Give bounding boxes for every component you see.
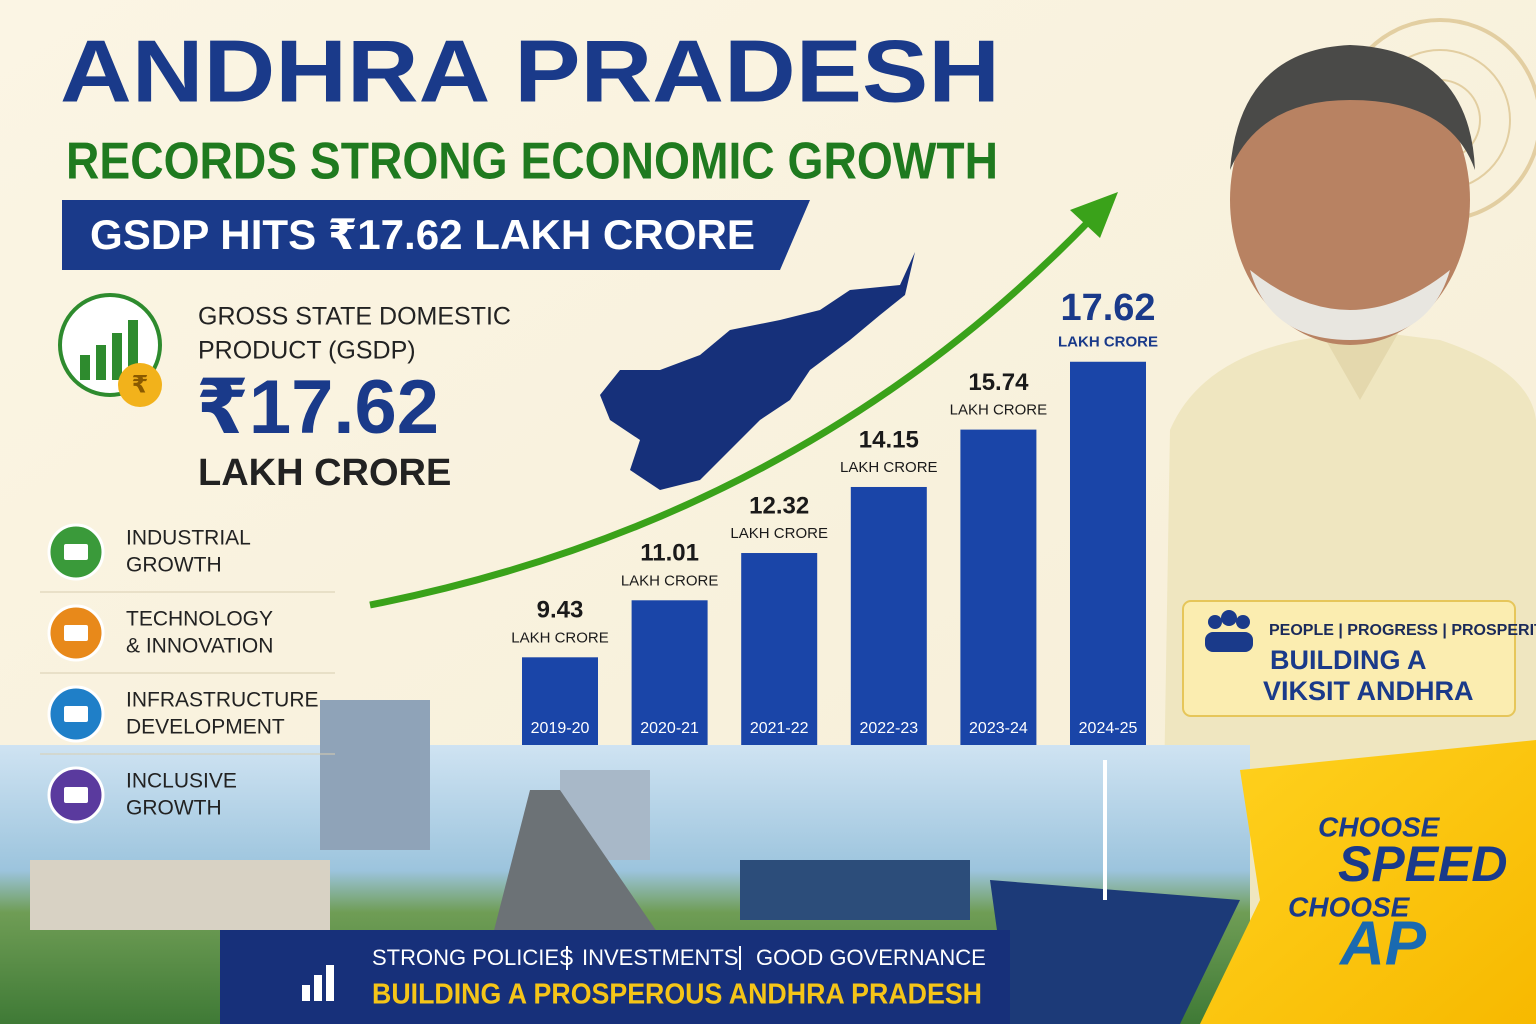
feature-label: INDUSTRIAL [126,527,251,550]
feature-glyph [64,706,88,722]
gsdp-label: GROSS STATE DOMESTIC [198,303,511,331]
value-label: 17.62 [1060,287,1155,329]
bar [741,553,818,745]
bar [631,600,708,745]
value-unit: LAKH CRORE [1058,334,1158,351]
value-unit: LAKH CRORE [950,402,1048,419]
tagline-line: VIKSIT ANDHRA [1263,676,1474,706]
feature-label: GROWTH [126,554,222,577]
value-unit: LAKH CRORE [511,629,609,646]
banner-icon [302,965,334,1001]
x-tick-label: 2021-22 [750,720,809,737]
banner-item: STRONG POLICIES [372,945,574,970]
bottom-banner [220,930,1010,1024]
x-tick-label: 2024-25 [1079,720,1138,737]
bar [960,429,1037,745]
feature-label: DEVELOPMENT [126,716,285,739]
value-unit: LAKH CRORE [621,572,719,589]
x-tick-label: 2023-24 [969,720,1028,737]
gsdp-label: PRODUCT (GSDP) [198,337,416,365]
x-tick-label: 2019-20 [531,720,590,737]
subtitle: RECORDS STRONG ECONOMIC GROWTH [66,133,998,191]
banner-item: GOOD GOVERNANCE [756,945,986,970]
tagline-box [1182,600,1516,717]
x-tick-label: 2020-21 [640,720,699,737]
value-label: 11.01 [640,540,699,567]
growth-arrow [369,192,1118,609]
feature-label: INFRASTRUCTURE [126,689,319,712]
banner-text: GSDP HITS ₹17.62 LAKH CRORE [90,211,755,258]
feature-glyph [64,787,88,803]
feature-list: INDUSTRIAL GROWTH TECHNOLOGY & INNOVATION IN… [40,523,335,824]
tagline-top: PEOPLE | PROGRESS | PROSPERITY [1269,622,1536,639]
value-label: 14.15 [859,426,919,453]
value-unit: LAKH CRORE [840,459,938,476]
feature-label: & INNOVATION [126,635,273,658]
value-label: 12.32 [749,492,809,519]
title: ANDHRA PRADESH [60,21,1000,120]
tagline-line: BUILDING A [1270,645,1427,675]
slogan-word: CHOOSE [1318,811,1441,842]
banner-item: INVESTMENTS [582,945,738,970]
bar [850,486,927,745]
value-unit: LAKH CRORE [730,525,828,542]
bar [522,657,598,745]
bar [1070,361,1146,745]
value-label: 9.43 [537,597,584,624]
feature-label: TECHNOLOGY [126,608,273,631]
gsdp-icon [58,293,162,407]
people-icon [1205,610,1253,652]
currency-symbol: ₹ [132,371,149,398]
slogan-word: CHOOSE [1288,891,1411,922]
bar-chart: 9.43 LAKH CRORE 2019-20 11.01 LAKH CRORE 2020… [511,287,1158,745]
feature-glyph [64,544,88,560]
feature-label: GROWTH [126,797,222,820]
banner [62,200,810,270]
gsdp-amount: ₹17.62 [196,365,439,450]
slogan-word: AP [1338,909,1427,978]
value-label: 15.74 [968,369,1029,396]
feature-glyph [64,625,88,641]
feature-label: INCLUSIVE [126,770,237,793]
yellow-corner [1200,740,1536,1024]
state-map [600,252,915,490]
slogan-word: SPEED [1338,836,1508,892]
banner-slogan: BUILDING A PROSPEROUS ANDHRA PRADESH [372,979,982,1011]
gsdp-unit: LAKH CRORE [198,452,451,494]
x-tick-label: 2022-23 [859,720,918,737]
